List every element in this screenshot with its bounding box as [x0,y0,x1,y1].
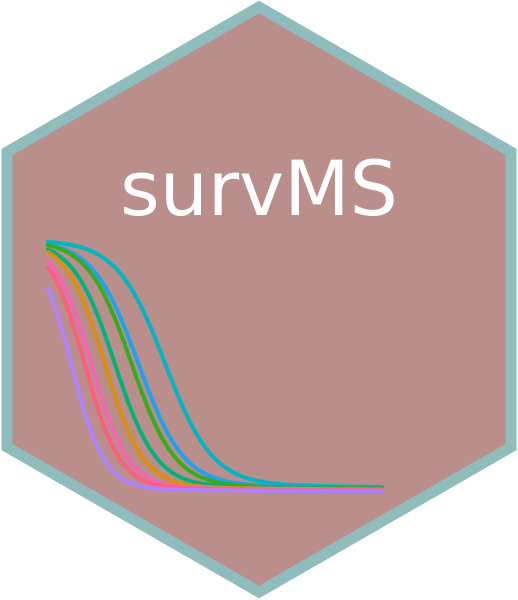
survival-curves-graphic [46,239,384,494]
logo-title: survMS [120,144,398,233]
survival-curve [46,286,384,494]
